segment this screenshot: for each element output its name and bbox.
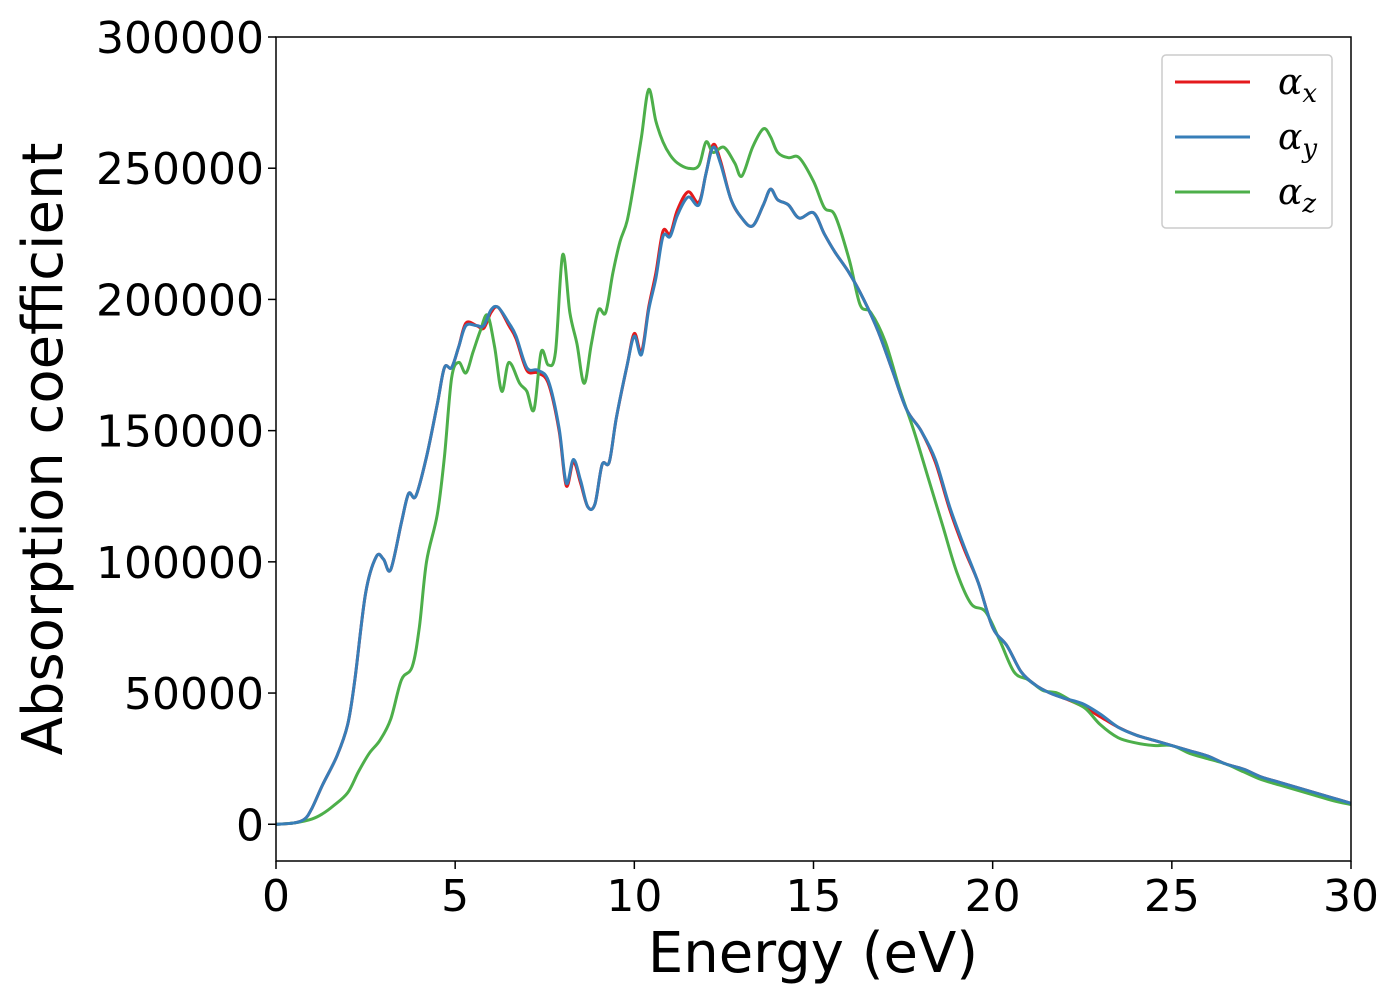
legend: αx αy αz [1161, 54, 1333, 229]
legend-label-alpha-x: αx [1278, 62, 1317, 109]
x-tick-label: 0 [262, 871, 290, 922]
legend-label-alpha-y: αy [1278, 117, 1317, 164]
x-tick-label: 5 [441, 871, 469, 922]
y-tick-label: 100000 [96, 538, 264, 589]
x-tick-label: 15 [786, 871, 842, 922]
y-axis-title: Absorption coefficient [11, 143, 76, 756]
y-tick-label: 150000 [96, 407, 264, 458]
legend-frame [1161, 54, 1333, 229]
y-axis: 0 50000 100000 150000 200000 250000 300000 [96, 13, 276, 851]
x-tick-label: 25 [1144, 871, 1200, 922]
y-tick-label: 250000 [96, 144, 264, 195]
series-line-alpha-x [276, 142, 1351, 826]
x-tick-label: 20 [965, 871, 1021, 922]
y-tick-label: 300000 [96, 13, 264, 64]
x-tick-label: 10 [606, 871, 662, 922]
y-tick-label: 50000 [124, 669, 264, 720]
x-axis-title: Energy (eV) [648, 921, 978, 986]
y-tick-label: 0 [236, 800, 264, 851]
series-line-alpha-y [276, 145, 1351, 826]
x-axis: 0 5 10 15 20 25 30 [262, 861, 1379, 922]
x-tick-label: 30 [1323, 871, 1379, 922]
y-tick-label: 200000 [96, 275, 264, 326]
legend-label-alpha-z: αz [1278, 172, 1316, 219]
